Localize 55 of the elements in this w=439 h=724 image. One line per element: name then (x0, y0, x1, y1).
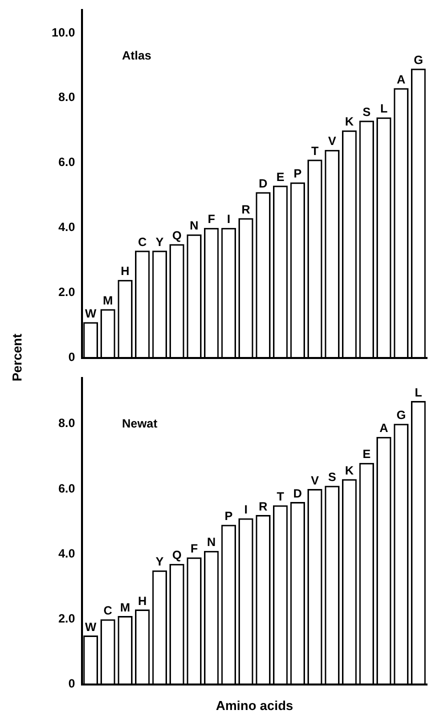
x-tick-label: K (345, 114, 354, 129)
x-tick-label: I (226, 212, 230, 226)
x-tick-label: G (396, 408, 406, 422)
x-tick-label: E (362, 447, 371, 462)
x-tick-label: Q (172, 228, 182, 242)
y-axis-title: Percent (10, 332, 24, 384)
x-axis-title: Amino acids (216, 698, 294, 713)
x-tick-label: E (276, 170, 284, 184)
x-tick-label: K (345, 463, 354, 478)
x-tick-label: A (380, 421, 389, 436)
x-tick-label: C (138, 234, 148, 249)
x-tick-label: W (84, 306, 97, 320)
x-tick-label: N (207, 535, 216, 550)
x-tick-label: H (120, 264, 130, 278)
x-tick-label: C (104, 604, 113, 618)
text: Atlas (122, 48, 152, 63)
y-tick-label: 10.0 (52, 25, 76, 40)
x-tick-label: T (276, 490, 285, 504)
y-tick-label: 6.0 (58, 155, 76, 170)
x-tick-label: L (380, 102, 388, 116)
x-tick-label: V (328, 134, 336, 148)
x-tick-label: D (258, 176, 268, 190)
x-tick-label: F (208, 212, 216, 226)
y-tick-label: 2.0 (58, 285, 76, 300)
y-tick-label: 0 (68, 676, 76, 691)
x-tick-label: S (328, 470, 336, 484)
x-tick-label: Y (156, 554, 164, 569)
x-tick-label: R (258, 499, 268, 514)
y-tick-label: 8.0 (58, 90, 76, 104)
y-tick-label: 4.0 (58, 220, 76, 234)
y-tick-label: 4.0 (58, 546, 76, 560)
x-tick-label: A (396, 72, 406, 86)
y-tick-label: 2.0 (58, 612, 76, 626)
x-tick-label: Q (172, 548, 182, 562)
x-tick-label: I (244, 502, 248, 517)
x-tick-label: F (190, 542, 198, 556)
x-tick-label: P (294, 166, 302, 181)
x-tick-label: D (293, 486, 302, 500)
x-tick-label: P (224, 509, 233, 524)
x-tick-label: Y (156, 234, 164, 249)
x-tick-label: S (362, 104, 371, 119)
text: Newat (122, 416, 158, 431)
x-tick-label: G (414, 52, 424, 67)
x-tick-label: R (242, 202, 251, 216)
x-tick-label: M (120, 600, 130, 614)
x-tick-label: N (190, 218, 198, 233)
x-tick-label: H (138, 594, 147, 608)
x-tick-label: M (102, 293, 113, 308)
y-tick-label: 8.0 (58, 416, 76, 430)
y-tick-label: 6.0 (58, 481, 76, 496)
x-tick-label: V (310, 473, 319, 488)
y-tick-label: 0 (68, 350, 76, 364)
x-tick-label: T (311, 144, 320, 158)
x-tick-label: L (414, 385, 422, 400)
x-tick-label: W (84, 620, 97, 634)
